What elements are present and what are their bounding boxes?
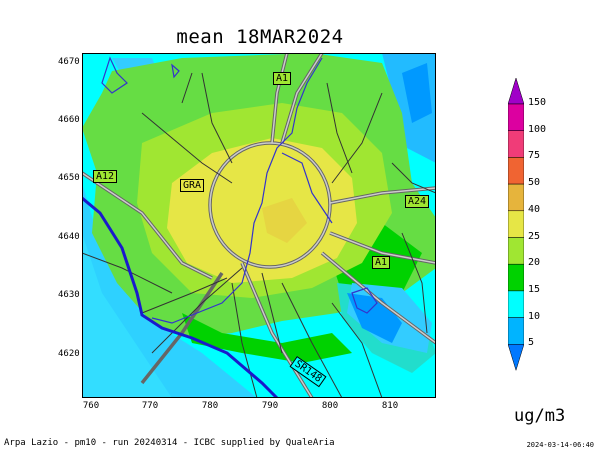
x-tick-label: 800 xyxy=(321,401,339,411)
scale-label: 25 xyxy=(528,230,541,242)
scale-label: 10 xyxy=(528,310,541,322)
scale-label: 15 xyxy=(528,283,541,295)
y-tick-label: 4670 xyxy=(58,57,80,67)
scale-label: 150 xyxy=(528,97,547,108)
scale-label: 75 xyxy=(528,150,541,162)
footer-timestamp: 2024-03-14-06:40 xyxy=(526,441,594,449)
x-tick-label: 790 xyxy=(261,401,279,411)
scale-bin xyxy=(508,210,524,238)
scale-bin xyxy=(508,130,524,158)
color-scale-bar xyxy=(508,78,524,372)
rivers xyxy=(101,56,378,324)
scale-bin xyxy=(508,237,524,265)
x-tick-label: 760 xyxy=(82,401,100,411)
x-tick-label: 780 xyxy=(201,401,219,411)
pm10-concentration-map xyxy=(82,53,436,398)
scale-cap-bottom xyxy=(508,344,524,372)
scale-bin xyxy=(508,317,524,345)
road-label-a1-south: A1 xyxy=(372,256,391,269)
scale-label: 5 xyxy=(528,337,535,349)
unit-label: ug/m3 xyxy=(514,406,566,426)
scale-label: 100 xyxy=(528,123,547,135)
y-tick-label: 4660 xyxy=(58,115,80,125)
scale-bin xyxy=(508,290,524,318)
coastline xyxy=(82,196,279,398)
x-tick-label: 770 xyxy=(141,401,159,411)
road-label-gra: GRA xyxy=(180,179,205,192)
scale-label: 50 xyxy=(528,177,541,189)
scale-label: 40 xyxy=(528,203,541,215)
scale-bin xyxy=(508,103,524,131)
y-tick-label: 4630 xyxy=(58,290,80,300)
y-tick-label: 4640 xyxy=(58,232,80,242)
road-label-a24: A24 xyxy=(405,195,430,208)
map-title: mean 18MAR2024 xyxy=(176,26,344,48)
scale-bin xyxy=(508,157,524,185)
x-tick-label: 810 xyxy=(381,401,399,411)
y-tick-label: 4620 xyxy=(58,349,80,359)
scale-bin xyxy=(508,263,524,292)
footer-credits: Arpa Lazio - pm10 - run 20240314 - ICBC … xyxy=(4,438,335,448)
scale-bin xyxy=(508,183,524,212)
y-tick-label: 4650 xyxy=(58,173,80,183)
scale-label: 20 xyxy=(528,257,541,269)
scale-cap-top xyxy=(508,78,524,105)
road-label-a12: A12 xyxy=(93,170,118,183)
road-label-a1-north: A1 xyxy=(273,72,292,85)
minor-roads xyxy=(82,72,436,398)
